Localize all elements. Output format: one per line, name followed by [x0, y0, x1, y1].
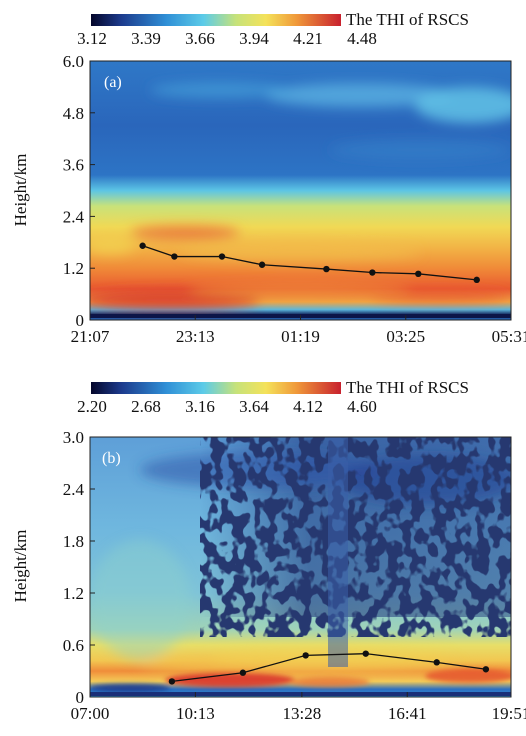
colorbar-a — [91, 14, 341, 26]
series-a-line — [142, 245, 477, 281]
series-b-point — [433, 659, 440, 666]
panel-b: The THI of RSCS 2.20 2.68 3.16 3.64 4.12 4.60 — [11, 378, 526, 723]
series-b-line — [171, 653, 486, 683]
x-axis-b-ticks: 07:00 10:13 13:28 16:41 19:51 — [71, 692, 526, 723]
colorbar-b-title: The THI of RSCS — [346, 378, 469, 397]
y-axis-b-ticks: 0 0.6 1.2 1.8 2.4 3.0 — [63, 428, 95, 707]
colorbar-b-tick-label: 4.12 — [293, 397, 323, 416]
series-a-point — [139, 242, 146, 249]
y-axis-a-tick-label: 0 — [76, 311, 85, 330]
colorbar-a-tick-label: 4.21 — [293, 29, 323, 48]
y-axis-b-tick-label: 0 — [76, 688, 85, 707]
x-axis-a-tick-label: 03:25 — [386, 327, 425, 346]
heatmap-b — [90, 437, 511, 697]
y-axis-a-tick-label: 1.2 — [63, 259, 84, 278]
series-b-point — [302, 652, 309, 659]
y-axis-b-tick-label: 1.2 — [63, 584, 84, 603]
colorbar-a-title: The THI of RSCS — [346, 10, 469, 29]
y-axis-b-tick-label: 2.4 — [63, 480, 85, 499]
series-a-point — [415, 270, 422, 278]
y-axis-b-tick-label: 3.0 — [63, 428, 84, 447]
x-axis-a-tick-label: 23:13 — [176, 327, 215, 346]
panel-b-label: (b) — [102, 450, 121, 467]
y-axis-a-tick-label: 6.0 — [63, 52, 84, 71]
series-a-point — [369, 269, 376, 276]
colorbar-b — [91, 382, 341, 394]
x-axis-b-tick-label: 16:41 — [388, 704, 427, 723]
x-axis-b-tick-label: 19:51 — [492, 704, 526, 723]
x-axis-b-tick-label: 07:00 — [71, 704, 110, 723]
panel-a: The THI of RSCS 3.12 3.39 3.66 3.94 4.21 4.48… — [11, 10, 526, 346]
series-b-point — [168, 678, 176, 685]
colorbar-a-tick-label: 3.12 — [77, 29, 107, 48]
y-axis-a-tick-label: 3.6 — [63, 156, 84, 175]
series-a — [139, 242, 480, 284]
colorbar-a-ticks: 3.12 3.39 3.66 3.94 4.21 4.48 — [77, 29, 377, 48]
plot-area-b — [89, 436, 512, 698]
series-b — [168, 650, 490, 685]
colorbar-a-tick-label: 3.66 — [185, 29, 215, 48]
x-axis-b-tick-label: 10:13 — [176, 704, 215, 723]
y-axis-b-tick-label: 0.6 — [63, 636, 84, 655]
y-axis-b-tick-label: 1.8 — [63, 532, 84, 551]
colorbar-a-tick-label: 3.39 — [131, 29, 161, 48]
series-a-point — [218, 253, 226, 260]
colorbar-b-tick-label: 4.60 — [347, 397, 377, 416]
x-axis-a-tick-label: 21:07 — [71, 327, 110, 346]
colorbar-b-tick-label: 3.16 — [185, 397, 215, 416]
colorbar-b-tick-label: 2.20 — [77, 397, 107, 416]
series-b-point — [239, 669, 247, 676]
series-a-point — [473, 276, 480, 284]
series-a-point — [323, 265, 330, 273]
x-axis-a-ticks: 21:07 23:13 01:19 03:25 05:31 — [71, 315, 526, 346]
colorbar-a-tick-label: 4.48 — [347, 29, 377, 48]
x-axis-a-tick-label: 05:31 — [492, 327, 526, 346]
x-axis-a-tick-label: 01:19 — [281, 327, 320, 346]
y-axis-a-tick-label: 4.8 — [63, 104, 84, 123]
series-b-point — [362, 650, 369, 657]
series-a-point — [171, 253, 178, 260]
heatmap-a — [90, 61, 511, 320]
y-axis-a-ticks: 0 1.2 2.4 3.6 4.8 6.0 — [63, 52, 95, 330]
colorbar-b-tick-label: 2.68 — [131, 397, 161, 416]
panel-a-label: (a) — [104, 74, 122, 91]
colorbar-b-ticks: 2.20 2.68 3.16 3.64 4.12 4.60 — [77, 397, 377, 416]
series-b-point — [482, 666, 490, 673]
y-axis-a-label: Height/km — [11, 154, 30, 227]
series-a-point — [258, 261, 266, 268]
colorbar-b-tick-label: 3.64 — [239, 397, 269, 416]
y-axis-b-label: Height/km — [11, 530, 30, 603]
colorbar-a-tick-label: 3.94 — [239, 29, 269, 48]
x-axis-b-tick-label: 13:28 — [282, 704, 321, 723]
y-axis-a-tick-label: 2.4 — [63, 207, 85, 226]
